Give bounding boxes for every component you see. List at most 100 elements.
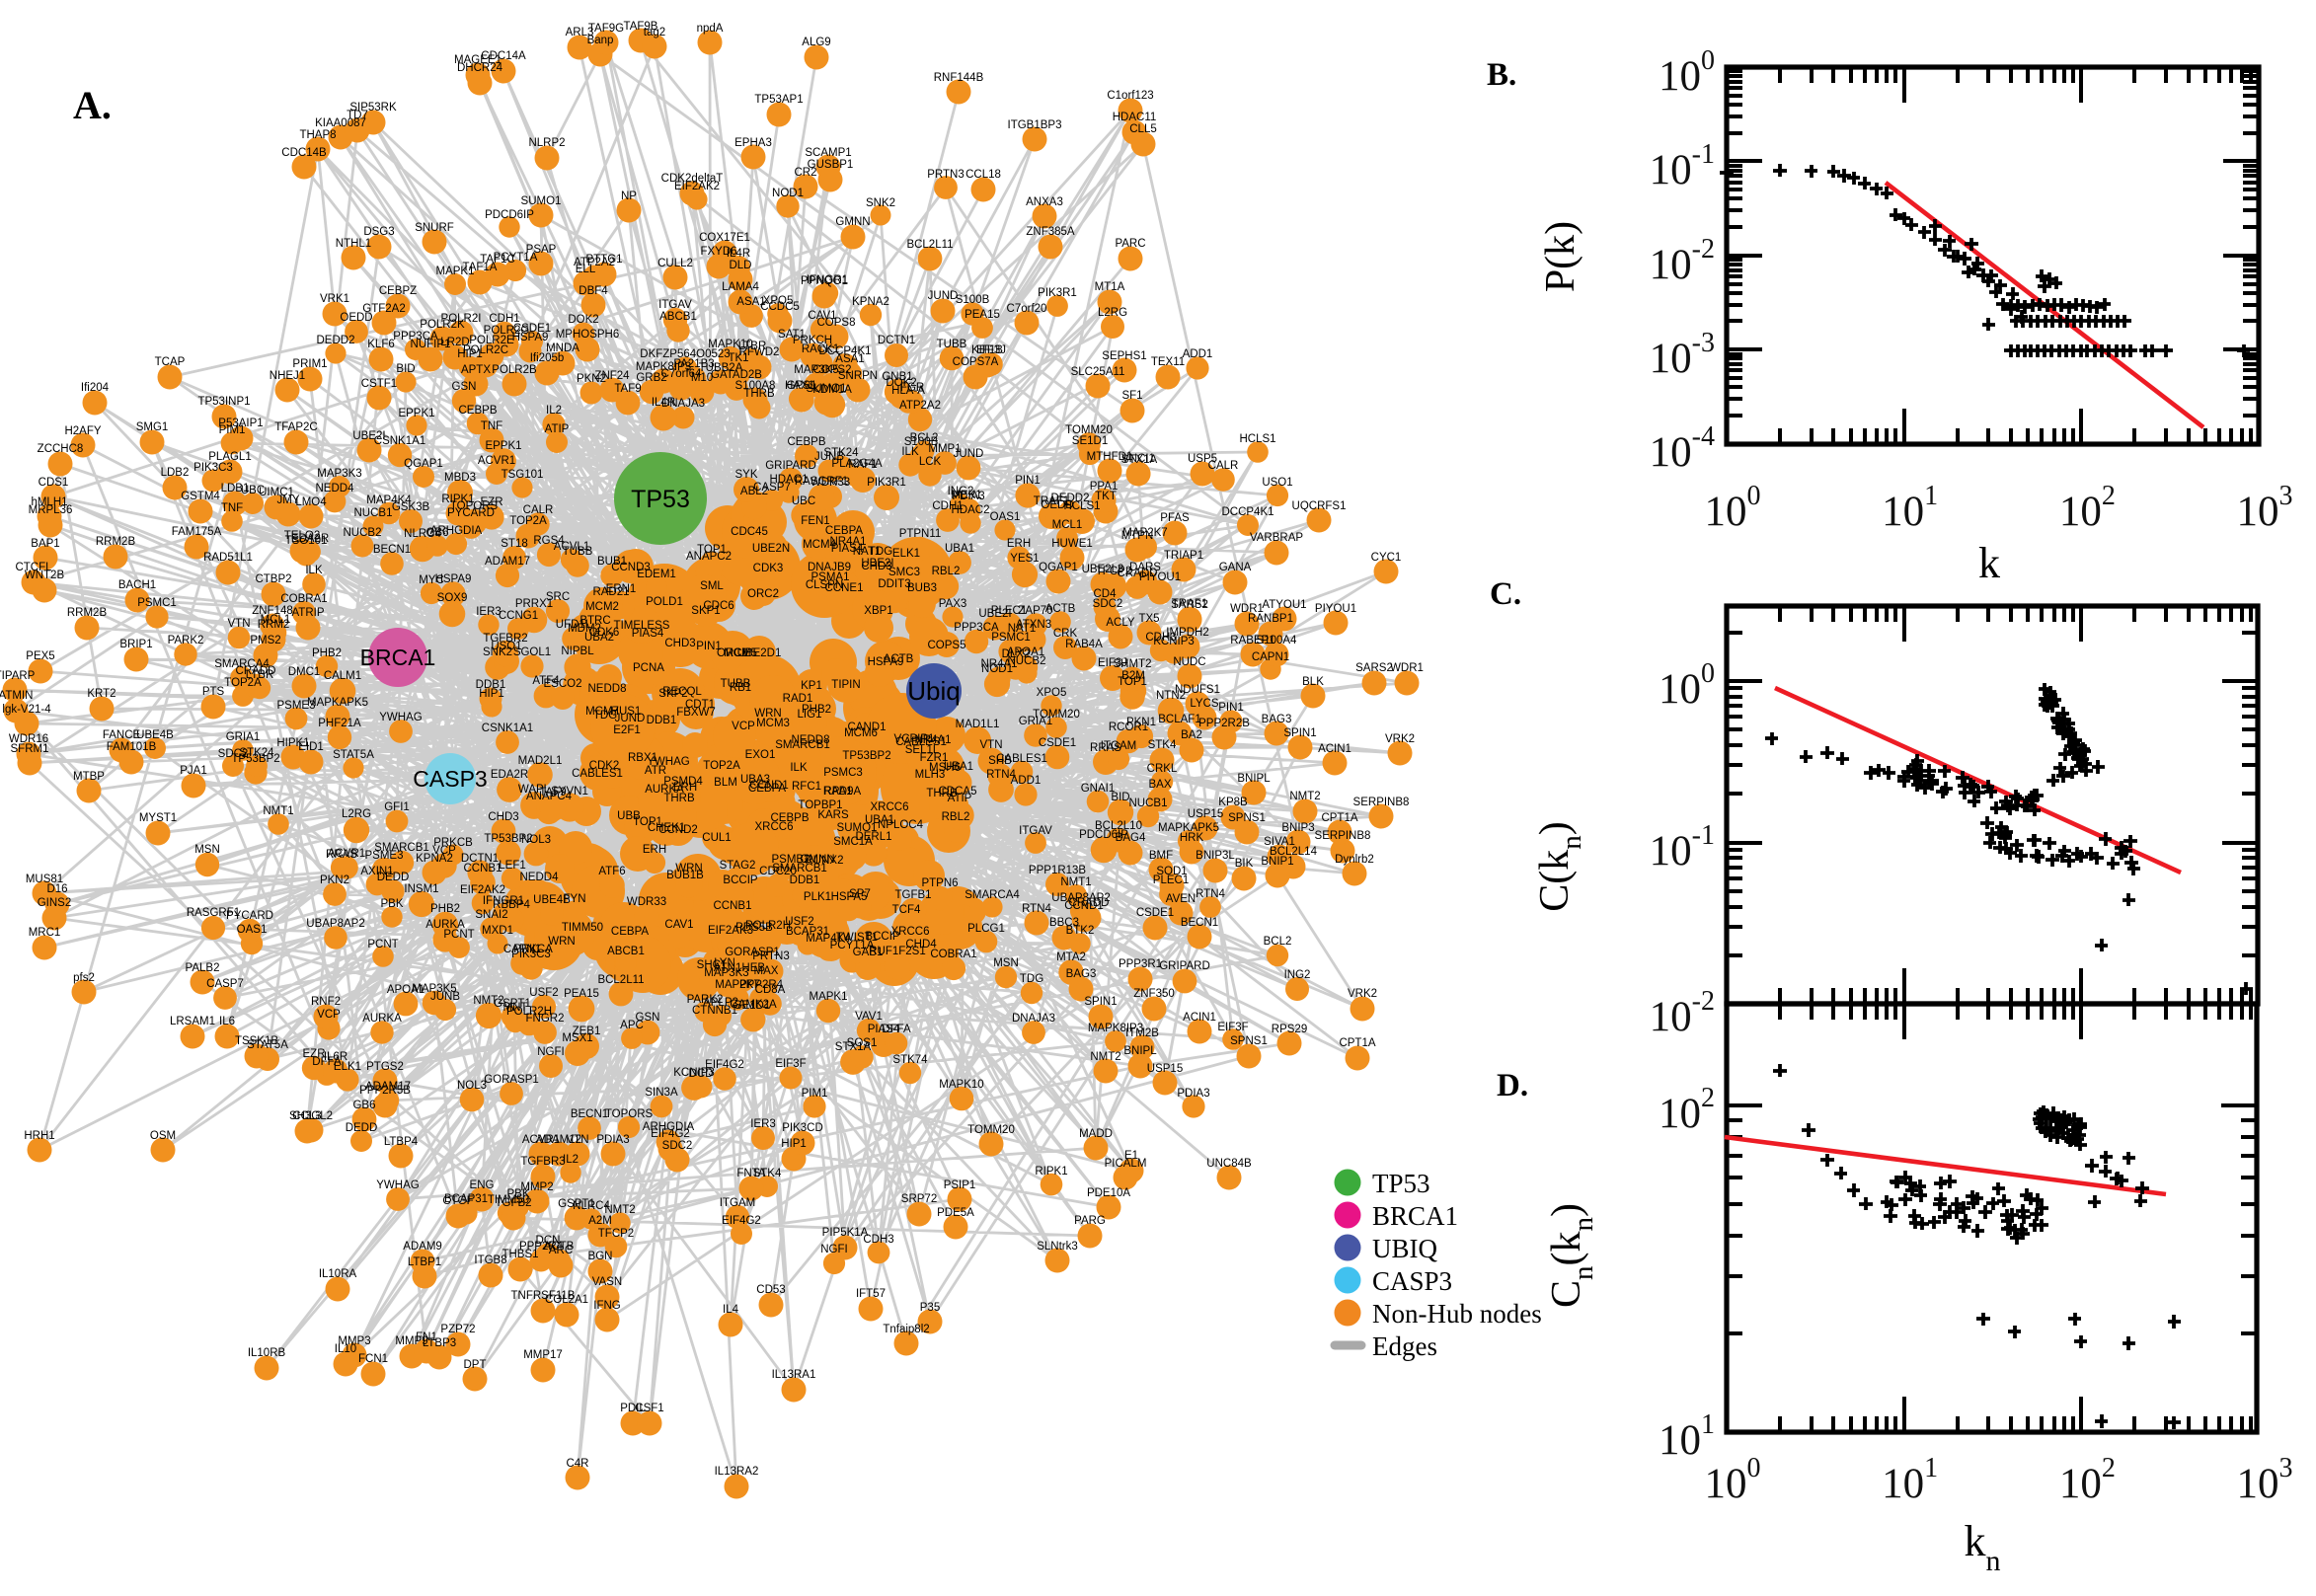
svg-text:UBAP8AP2: UBAP8AP2 [1051, 892, 1110, 904]
svg-text:PBK: PBK [506, 1188, 529, 1200]
svg-text:NTN2: NTN2 [1156, 690, 1186, 702]
svg-text:PSIP1: PSIP1 [944, 1179, 976, 1191]
svg-text:DFFA: DFFA [882, 1024, 911, 1035]
svg-text:ZNF148: ZNF148 [252, 605, 293, 617]
svg-text:HIP1: HIP1 [781, 1138, 807, 1150]
svg-text:UBAP8AP2: UBAP8AP2 [306, 918, 364, 930]
svg-text:MNT: MNT [503, 1002, 528, 1014]
svg-text:MAP3K5: MAP3K5 [412, 983, 456, 995]
svg-text:PSME3: PSME3 [277, 700, 316, 712]
svg-text:CDC14B: CDC14B [281, 147, 327, 159]
svg-text:BID: BID [396, 363, 415, 375]
svg-text:RNF2: RNF2 [311, 996, 341, 1008]
svg-text:PDIA3: PDIA3 [952, 491, 984, 502]
svg-text:FAM101B: FAM101B [107, 741, 157, 753]
svg-text:EID1: EID1 [298, 741, 324, 753]
svg-text:BECN1: BECN1 [1181, 917, 1218, 929]
svg-text:BCL2L14: BCL2L14 [1270, 846, 1318, 858]
svg-text:BBC3: BBC3 [1049, 917, 1079, 929]
svg-text:POLR2C: POLR2C [463, 344, 508, 356]
svg-text:ADD1: ADD1 [1183, 348, 1213, 360]
svg-text:STX1A: STX1A [835, 1041, 872, 1053]
svg-text:LR2D: LR2D [440, 337, 469, 348]
svg-text:MCL1: MCL1 [261, 614, 291, 626]
svg-text:YWHAG: YWHAG [376, 1179, 420, 1191]
svg-text:HRK: HRK [1180, 832, 1204, 844]
svg-text:PCNT: PCNT [443, 929, 474, 941]
svg-text:SNK2: SNK2 [866, 197, 895, 209]
svg-text:EPHA3: EPHA3 [734, 137, 772, 149]
svg-text:RRM2B: RRM2B [67, 607, 108, 619]
svg-text:NUCB1: NUCB1 [354, 507, 393, 519]
svg-text:UBA1: UBA1 [944, 761, 973, 773]
svg-text:TCF4: TCF4 [892, 904, 921, 916]
svg-text:HRH1: HRH1 [24, 1130, 54, 1142]
svg-text:SERPINB8: SERPINB8 [1315, 830, 1371, 842]
svg-text:CPT1A: CPT1A [1339, 1037, 1375, 1049]
svg-text:HUS1: HUS1 [611, 706, 642, 718]
svg-text:DEDD: DEDD [377, 872, 410, 883]
svg-text:RUNX2: RUNX2 [806, 855, 844, 867]
svg-text:FEN1: FEN1 [801, 515, 829, 527]
svg-text:MAPK8IP3: MAPK8IP3 [1088, 1023, 1143, 1034]
svg-text:MCM4: MCM4 [803, 539, 836, 551]
svg-text:ERH: ERH [643, 844, 666, 856]
svg-text:NLRC4: NLRC4 [404, 528, 441, 540]
svg-text:CABLES1: CABLES1 [572, 768, 623, 780]
svg-text:ATR: ATR [645, 765, 666, 777]
svg-text:UBC: UBC [792, 495, 815, 507]
svg-text:CCNB1: CCNB1 [464, 863, 502, 874]
svg-text:EDEM1: EDEM1 [637, 569, 676, 580]
svg-text:UBIQ: UBIQ [1372, 1234, 1437, 1263]
svg-text:THRB: THRB [926, 788, 958, 799]
svg-text:EIF2AK3: EIF2AK3 [708, 925, 753, 937]
svg-text:PIK3R1: PIK3R1 [867, 477, 906, 489]
svg-text:BGN: BGN [588, 1251, 613, 1262]
svg-text:KP1: KP1 [801, 680, 822, 692]
svg-text:SRP72: SRP72 [901, 1193, 937, 1205]
svg-text:ANXA3: ANXA3 [1026, 196, 1063, 208]
svg-text:MAPK1: MAPK1 [810, 991, 848, 1003]
svg-text:SLC25A11: SLC25A11 [1071, 366, 1125, 378]
svg-text:ATYOU1: ATYOU1 [1262, 599, 1306, 611]
svg-text:TKT: TKT [1095, 491, 1117, 502]
svg-text:KCNIP3: KCNIP3 [673, 1067, 715, 1079]
svg-text:NOD1: NOD1 [981, 663, 1013, 675]
svg-text:GSN: GSN [636, 1012, 660, 1024]
svg-text:CDS1: CDS1 [39, 477, 69, 489]
svg-text:FNGR2: FNGR2 [526, 1013, 565, 1025]
svg-text:ORC2: ORC2 [747, 588, 779, 600]
svg-text:GB6: GB6 [352, 1100, 375, 1111]
svg-text:NMT2: NMT2 [1090, 1051, 1120, 1063]
svg-text:POLD1: POLD1 [646, 596, 683, 608]
svg-text:UBE4B: UBE4B [136, 729, 174, 741]
svg-text:CTCFL: CTCFL [15, 562, 52, 573]
svg-text:ITGB8: ITGB8 [474, 1254, 506, 1266]
svg-text:SLNtrk3: SLNtrk3 [1037, 1241, 1078, 1253]
svg-text:TP53: TP53 [1372, 1169, 1430, 1198]
svg-text:FYN: FYN [564, 893, 586, 905]
svg-text:BUB1B: BUB1B [666, 870, 704, 881]
svg-text:KRT2: KRT2 [87, 688, 116, 700]
svg-text:VCP: VCP [732, 721, 755, 732]
svg-text:GORASP1: GORASP1 [484, 1074, 539, 1086]
svg-text:TSSK1B: TSSK1B [235, 1035, 278, 1047]
svg-text:CALR: CALR [523, 504, 554, 516]
svg-text:NOD1: NOD1 [772, 188, 804, 199]
svg-text:MSN: MSN [194, 844, 220, 856]
svg-text:STK4: STK4 [1148, 739, 1177, 751]
svg-text:UQCRFS1: UQCRFS1 [1292, 500, 1347, 512]
svg-text:CASP7: CASP7 [206, 978, 244, 990]
svg-text:LTBR: LTBR [738, 341, 767, 352]
svg-text:STAT5A: STAT5A [333, 749, 374, 761]
svg-text:BCAP31: BCAP31 [444, 1193, 488, 1205]
svg-text:PBK: PBK [380, 898, 403, 910]
svg-text:LDB2: LDB2 [161, 467, 190, 479]
svg-text:STK24: STK24 [239, 747, 274, 759]
svg-text:SARS2: SARS2 [1171, 599, 1208, 611]
svg-text:APTX: APTX [461, 364, 491, 376]
svg-text:QGAP1: QGAP1 [1039, 562, 1078, 573]
svg-text:TDG: TDG [1020, 973, 1043, 985]
svg-text:USO1: USO1 [1262, 477, 1292, 489]
svg-text:ADAM17: ADAM17 [365, 1081, 411, 1093]
